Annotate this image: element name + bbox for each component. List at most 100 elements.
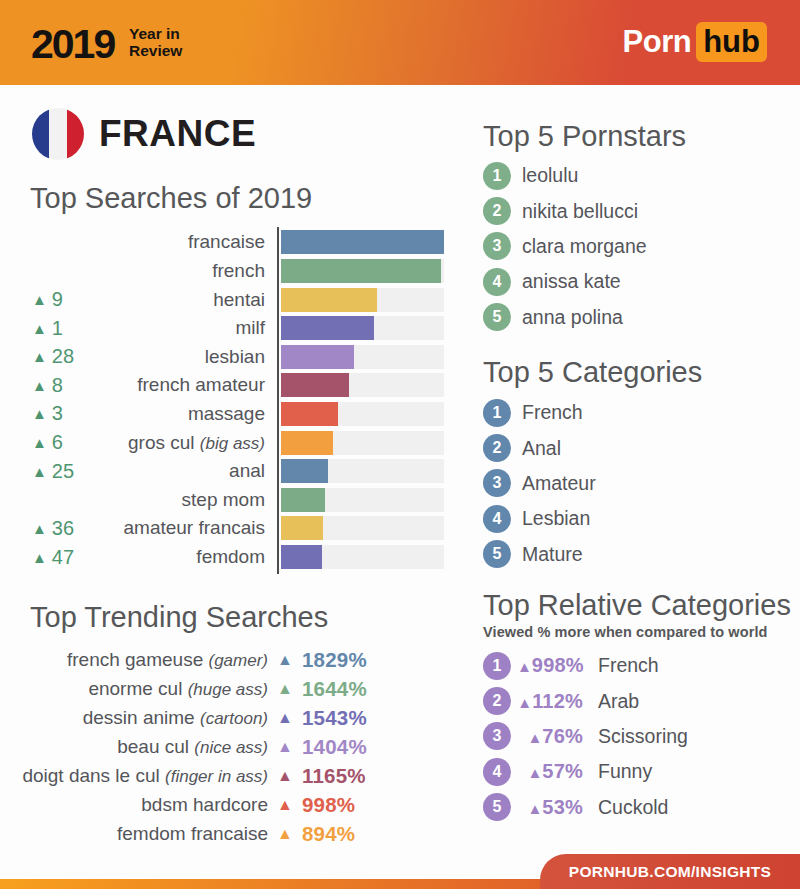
search-term-label: milf [80,317,278,339]
search-term-label: gros cul (big ass) [80,432,278,454]
trending-term-note: (cartoon) [200,709,268,728]
relative-categories-title: Top Relative Categories [483,589,791,622]
bar-track [281,402,444,426]
header: 2019 Year in Review Porn hub [0,0,800,85]
relative-category-name: Cuckold [598,796,668,819]
categories-title: Top 5 Categories [483,356,702,389]
relative-category-name: Arab [598,690,639,713]
category-item: 4 Lesbian [483,501,702,536]
trending-percent: 894% [302,822,355,846]
relative-category-item: 1 ▲998% French [483,648,791,683]
category-item: 2 Anal [483,430,702,465]
bar-track [281,345,444,369]
trending-row: enorme cul (huge ass) ▲ 1644% [30,675,360,704]
bar-track [281,230,444,254]
categories-list: 1 French 2 Anal 3 Amateur 4 Lesbian 5 Ma… [483,395,702,572]
pornstar-item: 1 leolulu [483,158,686,193]
pornstar-name: clara morgane [522,235,647,258]
top-searches-title: Top Searches of 2019 [30,182,312,215]
up-triangle-icon: ▲ [32,291,47,308]
bar-track [281,373,444,397]
pornstar-item: 5 anna polina [483,300,686,335]
rank-badge: 2 [483,197,511,225]
top-trending-list: french gameuse (gamer) ▲ 1829% enorme cu… [30,646,360,848]
pornstar-name: anna polina [522,306,623,329]
rank-change: ▲ 3 [30,402,80,425]
chart-row: french [30,257,444,286]
chart-row: ▲ 8 french amateur [30,371,444,400]
chart-row: ▲ 25 anal [30,457,444,486]
rank-change-value: 1 [52,317,63,340]
bar [281,488,325,512]
category-item: 1 French [483,395,702,430]
pornhub-logo: Porn hub [623,22,767,62]
rank-badge: 4 [483,268,511,296]
trending-term-note: (huge ass) [188,680,268,699]
up-triangle-icon: ▲ [32,520,47,537]
up-triangle-icon: ▲ [271,738,299,756]
search-term-label: anal [80,460,278,482]
trending-percent: 1829% [302,648,367,672]
pornstar-name: leolulu [522,164,578,187]
relative-percent: ▲57% [517,760,583,783]
category-name: Mature [522,543,583,566]
up-triangle-icon: ▲ [32,405,47,422]
category-name: French [522,401,583,424]
bar [281,259,441,283]
pornstars-title: Top 5 Pornstars [483,120,686,153]
pornstar-item: 2 nikita bellucci [483,193,686,228]
bar [281,345,354,369]
rank-change-value: 6 [52,431,63,454]
search-term-label: step mom [80,489,278,511]
rank-change: ▲ 8 [30,374,80,397]
up-triangle-icon: ▲ [271,680,299,698]
rank-change: ▲ 6 [30,431,80,454]
logo-porn-text: Porn [623,24,692,60]
country-header: FRANCE [32,108,256,160]
chart-row: francaise [30,228,444,257]
up-triangle-icon: ▲ [32,320,47,337]
rank-badge: 1 [483,652,511,680]
trending-row: french gameuse (gamer) ▲ 1829% [30,646,360,675]
rank-badge: 5 [483,793,511,821]
trending-term-label: femdom francaise [117,823,268,845]
trending-term-label: doigt dans le cul (finger in ass) [22,765,268,787]
france-flag-icon [32,108,84,160]
year-label: 2019 [31,21,114,68]
trending-term-note: (gamer) [208,651,268,670]
year-review-line1: Year in [129,25,180,42]
chart-row: ▲ 1 milf [30,314,444,343]
trending-row: femdom francaise ▲ 894% [30,819,360,848]
up-triangle-icon: ▲ [528,764,543,781]
rank-change-value: 47 [52,546,74,569]
bar-track [281,288,444,312]
rank-change-value: 25 [52,460,74,483]
insights-link[interactable]: PORNHUB.COM/INSIGHTS [540,854,800,889]
rank-badge: 2 [483,687,511,715]
trending-term-label: bdsm hardcore [141,794,268,816]
search-term-label: french [80,260,278,282]
bar-track [281,459,444,483]
top-searches-chart: francaise french ▲ 9 hentai [30,228,444,571]
trending-percent: 1165% [302,764,366,788]
search-term-label: massage [80,403,278,425]
trending-percent: 1644% [302,677,367,701]
country-title: FRANCE [99,113,256,155]
up-triangle-icon: ▲ [32,434,47,451]
relative-category-item: 3 ▲76% Scissoring [483,719,791,754]
up-triangle-icon: ▲ [271,651,299,669]
relative-category-item: 4 ▲57% Funny [483,754,791,789]
up-triangle-icon: ▲ [517,658,532,675]
bar-track [281,488,444,512]
pornstars-section: Top 5 Pornstars 1 leolulu 2 nikita bellu… [483,120,686,335]
rank-change-value: 28 [52,345,74,368]
rank-badge: 1 [483,162,511,190]
chart-row: ▲ 28 lesbian [30,342,444,371]
trending-term-note: (finger in ass) [165,767,268,786]
chart-row: ▲ 47 femdom [30,543,444,572]
relative-category-item: 2 ▲112% Arab [483,683,791,718]
trending-row: beau cul (nice ass) ▲ 1404% [30,733,360,762]
trending-term-label: beau cul (nice ass) [117,736,268,758]
bar-track [281,316,444,340]
relative-categories-subtitle: Viewed % more when compared to world [483,624,791,640]
